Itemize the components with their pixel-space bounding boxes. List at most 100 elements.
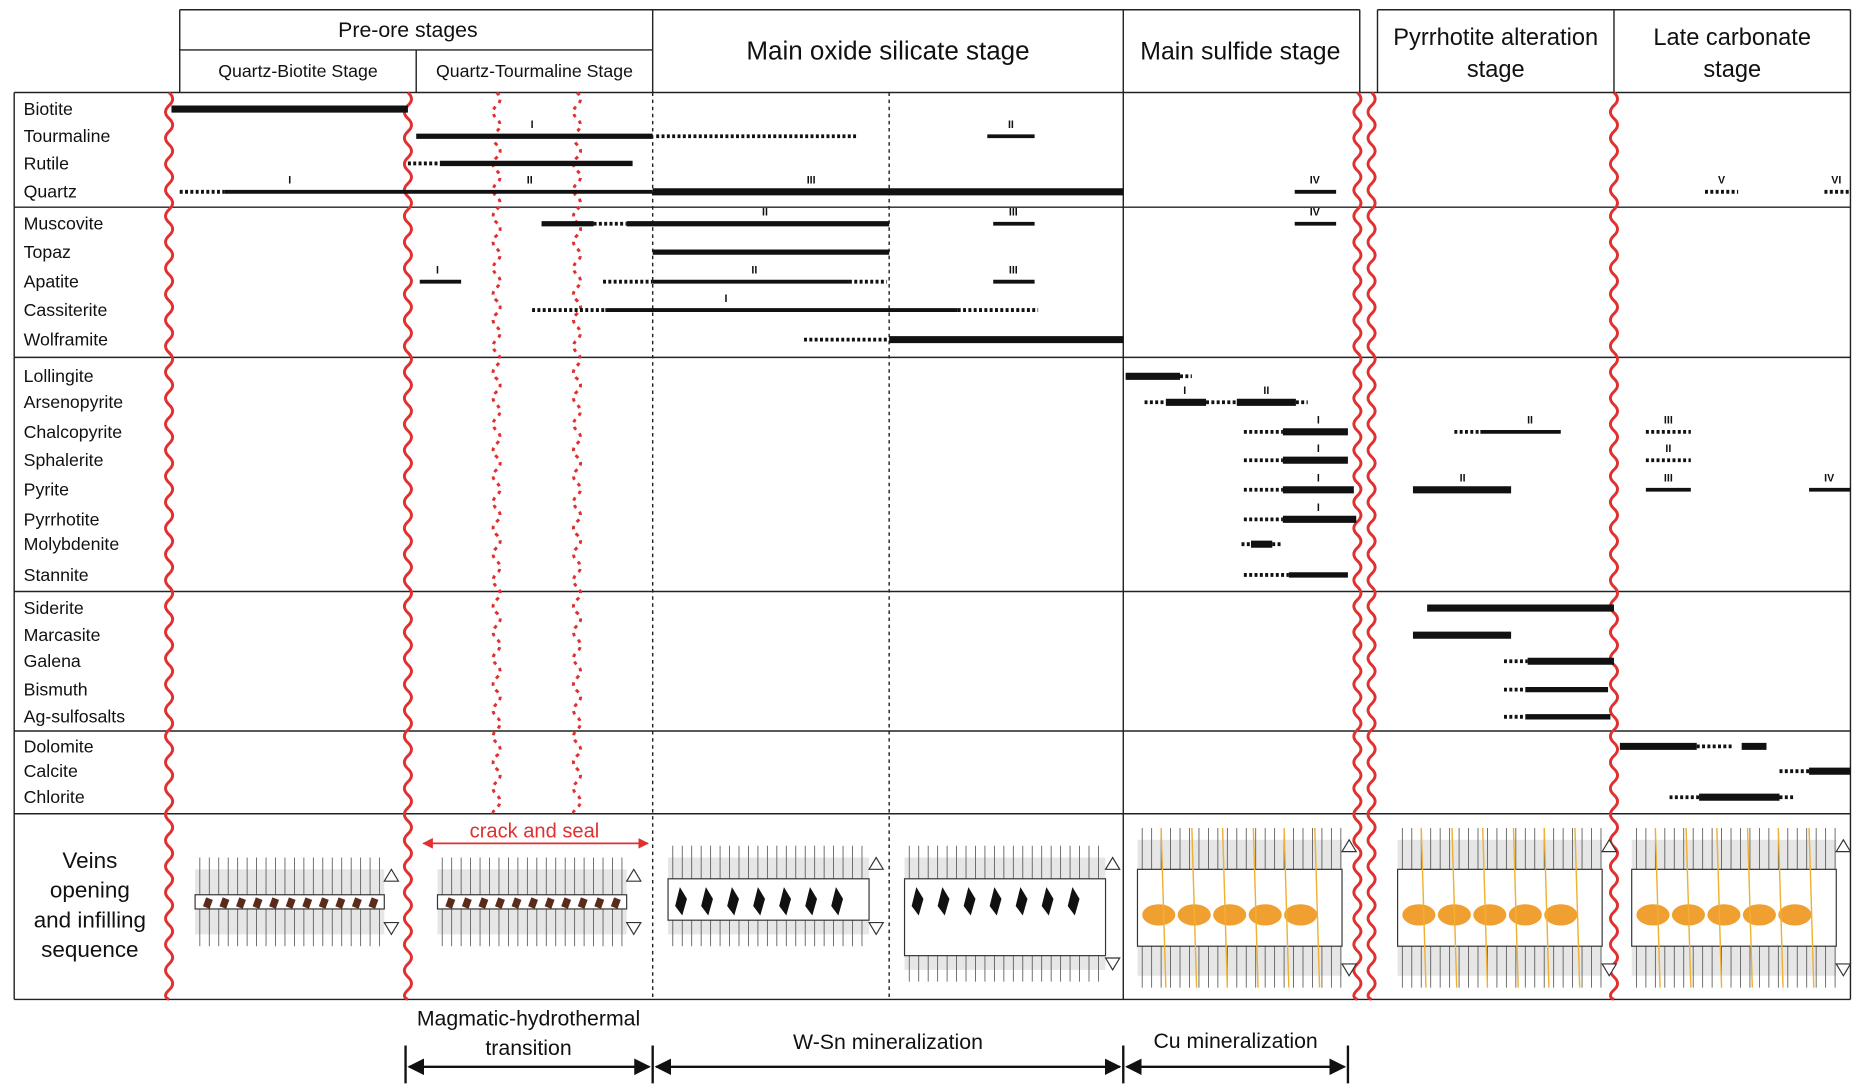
mineral-name: Pyrrhotite xyxy=(24,509,100,529)
vein-arrow xyxy=(1104,856,1121,971)
vein-sulfide xyxy=(1544,904,1578,926)
vein-veinlet xyxy=(1654,827,1661,988)
vein-veinlet xyxy=(1252,827,1259,988)
mineral-name: Ag-sulfosalts xyxy=(24,707,126,727)
vein-sulfide xyxy=(1742,904,1776,926)
generation-label: I xyxy=(1317,502,1320,514)
vein-crystal xyxy=(202,897,213,909)
mineral-name: Chalcopyrite xyxy=(24,422,123,442)
substage-title: Quartz-Biotite Stage xyxy=(218,61,378,81)
generation-label: V xyxy=(1718,175,1726,187)
vein-veinlet xyxy=(1160,827,1167,988)
crack-and-seal-label: crack and seal xyxy=(470,820,600,842)
generation-label: I xyxy=(436,264,439,276)
stage-title: stage xyxy=(1703,57,1761,83)
vein-sulfide xyxy=(1707,904,1741,926)
mineral-name: Bismuth xyxy=(24,680,88,700)
vein-arrow xyxy=(1340,838,1358,977)
wavy-line xyxy=(402,91,413,1001)
vein-veinlet xyxy=(1451,827,1458,988)
vein-band xyxy=(667,878,870,921)
vein-crystal xyxy=(911,887,924,916)
vein-sketch xyxy=(194,857,400,947)
vein-crystal xyxy=(805,887,818,916)
mineral-name: Wolframite xyxy=(24,330,108,350)
vein-crystal xyxy=(236,897,246,909)
mineral-name: Muscovite xyxy=(24,214,104,234)
vein-crystal xyxy=(351,897,362,909)
dotted-wavy-line xyxy=(571,91,583,816)
vein-arrow xyxy=(868,856,885,936)
mineral-name: Quartz xyxy=(24,182,77,202)
mineral-name: Rutile xyxy=(24,153,69,173)
vein-veinlet xyxy=(1420,827,1427,988)
mineral-name: Apatite xyxy=(24,272,79,292)
table-frame xyxy=(13,9,1852,1001)
veins-label: sequence xyxy=(41,937,138,962)
vein-crystal xyxy=(478,897,489,909)
vein-crystal xyxy=(318,897,329,909)
vein-veinlet xyxy=(1746,827,1754,988)
period-label: transition xyxy=(485,1036,571,1060)
vein-veinlet xyxy=(1314,827,1321,988)
stage-title: Main oxide silicate stage xyxy=(746,35,1029,65)
mineral-name: Stannite xyxy=(24,565,89,585)
vein-band xyxy=(903,878,1107,957)
vein-sketch xyxy=(903,845,1121,982)
vein-arrow xyxy=(625,868,642,936)
generation-label: II xyxy=(527,175,533,187)
vein-crystal xyxy=(219,897,230,909)
vein-crystal xyxy=(727,887,739,916)
vein-veinlet xyxy=(1716,827,1723,988)
generation-label: IV xyxy=(1824,473,1835,485)
generation-label: III xyxy=(1009,264,1018,276)
mineral-name: Tourmaline xyxy=(24,126,111,146)
generation-label: VI xyxy=(1831,175,1841,187)
stage-title: stage xyxy=(1467,57,1525,83)
vein-crystal xyxy=(937,887,950,916)
generation-label: I xyxy=(288,175,291,187)
mineral-name: Pyrite xyxy=(24,480,69,500)
mineral-name: Galena xyxy=(24,651,81,671)
wavy-line xyxy=(164,91,175,1001)
vein-veinlet xyxy=(1543,827,1550,988)
vein-crystal xyxy=(252,897,263,909)
generation-label: III xyxy=(1664,473,1673,485)
generation-label: IV xyxy=(1310,206,1321,218)
generation-label: I xyxy=(1317,443,1320,455)
vein-crystal xyxy=(461,897,472,909)
vein-veinlet xyxy=(1685,827,1692,988)
mineral-name: Chlorite xyxy=(24,787,85,807)
vein-crystal xyxy=(544,897,555,909)
period-arrows xyxy=(404,1045,1350,1084)
mineral-name: Cassiterite xyxy=(24,300,108,320)
vein-sulfide xyxy=(1142,904,1176,926)
vein-crystal xyxy=(368,897,379,909)
stage-title: Pyrrhotite alteration xyxy=(1393,25,1598,51)
mineral-name: Sphalerite xyxy=(24,450,104,470)
vein-crystal xyxy=(963,887,976,916)
vein-veinlet xyxy=(1808,827,1815,988)
vein-sketch xyxy=(1631,827,1852,988)
vein-crystal xyxy=(594,897,605,909)
stage-title: Late carbonate xyxy=(1653,25,1811,51)
vein-veinlet xyxy=(1221,827,1229,988)
vein-sketch xyxy=(436,857,642,947)
vein-crystal xyxy=(528,897,538,909)
mineral-name: Calcite xyxy=(24,761,78,781)
mineral-name: Topaz xyxy=(24,242,71,262)
mineral-name: Marcasite xyxy=(24,625,101,645)
vein-veinlet xyxy=(1777,827,1784,988)
vein-veinlet xyxy=(1283,827,1290,988)
mineral-name: Molybdenite xyxy=(24,534,120,554)
vein-crystal xyxy=(577,897,588,909)
generation-label: II xyxy=(751,264,757,276)
vein-sketch xyxy=(667,845,885,947)
generation-label: IV xyxy=(1310,175,1321,187)
generation-label: II xyxy=(1008,119,1014,131)
generation-label: I xyxy=(725,293,728,305)
mineral-name: Arsenopyrite xyxy=(24,392,124,412)
vein-crystal xyxy=(561,897,572,909)
